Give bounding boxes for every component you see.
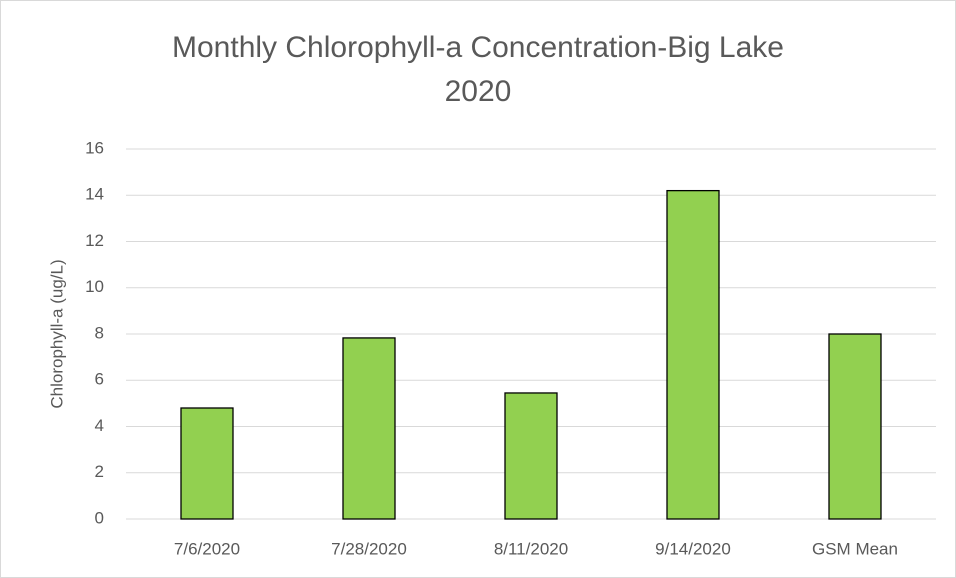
x-tick-label: 8/11/2020 [494, 539, 568, 558]
y-axis-label: Chlorophyll-a (ug/L) [47, 259, 66, 408]
chart-title: Monthly Chlorophyll-a Concentration-Big … [172, 31, 784, 108]
y-tick-label: 4 [95, 416, 104, 435]
bar [180, 407, 234, 520]
x-tick-label: GSM Mean [812, 539, 898, 558]
y-tick-label: 14 [85, 185, 104, 204]
bar [504, 392, 558, 520]
y-tick-label: 16 [85, 138, 104, 157]
y-tick-label: 12 [85, 231, 104, 250]
y-tick-label: 6 [95, 370, 104, 389]
bar [342, 337, 396, 520]
bar [666, 189, 720, 520]
y-tick-label: 0 [95, 508, 104, 527]
x-tick-label: 9/14/2020 [655, 539, 731, 558]
bar [828, 333, 882, 520]
y-tick-label: 10 [85, 277, 104, 296]
x-tick-label: 7/28/2020 [331, 539, 407, 558]
y-tick-label: 8 [95, 323, 104, 342]
x-tick-label: 7/6/2020 [174, 539, 240, 558]
y-tick-label: 2 [95, 462, 104, 481]
